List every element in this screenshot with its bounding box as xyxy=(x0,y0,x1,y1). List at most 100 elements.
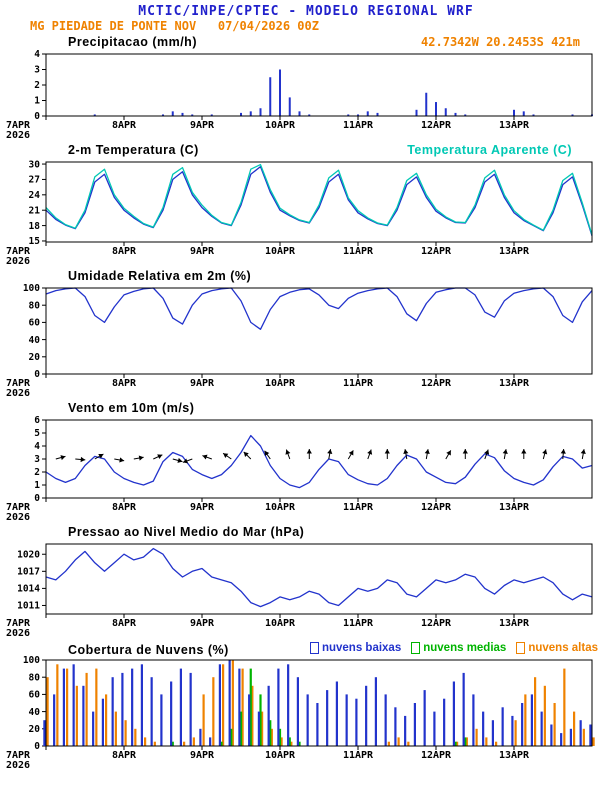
svg-text:10APR: 10APR xyxy=(265,378,296,389)
svg-text:7APR: 7APR xyxy=(6,120,31,131)
precipitation-chart: 0 1 2 3 4 7APR 2026 8APR 9APR 10APR 11APR 12APR 13AP… xyxy=(0,49,612,142)
svg-text:0: 0 xyxy=(34,369,40,380)
svg-text:0: 0 xyxy=(34,111,40,122)
svg-text:40: 40 xyxy=(29,707,41,718)
svg-text:3: 3 xyxy=(34,65,40,76)
svg-text:10APR: 10APR xyxy=(265,120,296,131)
svg-text:2026: 2026 xyxy=(6,256,30,267)
svg-text:8APR: 8APR xyxy=(112,618,137,629)
svg-text:9APR: 9APR xyxy=(190,378,215,389)
svg-text:11APR: 11APR xyxy=(343,502,374,513)
svg-text:13APR: 13APR xyxy=(499,502,530,513)
svg-text:20: 20 xyxy=(29,352,41,363)
svg-text:10APR: 10APR xyxy=(265,502,296,513)
svg-text:7APR: 7APR xyxy=(6,502,31,513)
svg-text:7APR: 7APR xyxy=(6,246,31,257)
wind-chart: 0 1 2 3 4 5 6 7APR 2026 8APR 9APR 10APR 11APR 12APR 13… xyxy=(0,415,612,524)
apparent-temperature-legend: Temperatura Aparente (C) xyxy=(407,143,572,157)
svg-text:7APR: 7APR xyxy=(6,618,31,629)
svg-text:12APR: 12APR xyxy=(421,502,452,513)
svg-text:27: 27 xyxy=(29,175,40,186)
svg-text:10APR: 10APR xyxy=(265,618,296,629)
svg-text:1017: 1017 xyxy=(17,567,40,578)
svg-text:9APR: 9APR xyxy=(190,502,215,513)
svg-text:1: 1 xyxy=(34,480,40,491)
svg-text:11APR: 11APR xyxy=(343,750,374,761)
svg-text:4: 4 xyxy=(34,441,40,452)
svg-text:100: 100 xyxy=(23,656,40,666)
svg-text:13APR: 13APR xyxy=(499,750,530,761)
humidity-chart: 0 20 40 60 80 100 7APR 2026 8APR 9APR 10APR 11APR 12… xyxy=(0,283,612,400)
svg-text:8APR: 8APR xyxy=(112,750,137,761)
svg-text:0: 0 xyxy=(34,741,40,752)
panel-wind: Vento em 10m (m/s) 0 1 2 3 4 5 6 7APR 2026 8APR 9A… xyxy=(0,400,612,524)
svg-text:2026: 2026 xyxy=(6,130,30,141)
svg-text:60: 60 xyxy=(29,690,41,701)
clouds-chart: 0 20 40 60 80 100 7APR 2026 8APR 9APR 10APR 11APR 12… xyxy=(0,655,612,772)
svg-text:12APR: 12APR xyxy=(421,246,452,257)
svg-text:2026: 2026 xyxy=(6,628,30,639)
high-clouds-swatch-icon xyxy=(516,642,526,654)
panel-title-precipitation: Precipitacao (mm/h) xyxy=(68,35,197,49)
pressure-chart: 1011 1014 1017 1020 7APR 2026 8APR 9APR 10APR 11A… xyxy=(0,540,612,640)
svg-text:0: 0 xyxy=(34,493,40,504)
model-title: MCTIC/INPE/CPTEC - MODELO REGIONAL WRF xyxy=(138,4,474,19)
svg-text:11APR: 11APR xyxy=(343,246,374,257)
svg-text:2026: 2026 xyxy=(6,760,30,771)
high-clouds-label: nuvens altas xyxy=(528,642,598,654)
panel-clouds: Cobertura de Nuvens (%) nuvens baixas nu… xyxy=(0,640,612,772)
svg-text:3: 3 xyxy=(34,454,40,465)
svg-text:8APR: 8APR xyxy=(112,120,137,131)
svg-text:11APR: 11APR xyxy=(343,378,374,389)
svg-text:100: 100 xyxy=(23,284,40,294)
svg-text:2: 2 xyxy=(34,80,40,91)
svg-text:2026: 2026 xyxy=(6,512,30,523)
low-clouds-swatch-icon xyxy=(309,642,319,654)
svg-text:20: 20 xyxy=(29,724,41,735)
svg-text:1: 1 xyxy=(34,96,40,107)
svg-text:24: 24 xyxy=(29,190,41,201)
legend-item-high-clouds: nuvens altas xyxy=(516,640,598,656)
svg-text:13APR: 13APR xyxy=(499,618,530,629)
mid-clouds-label: nuvens medias xyxy=(423,642,507,654)
svg-text:8APR: 8APR xyxy=(112,378,137,389)
svg-text:13APR: 13APR xyxy=(499,120,530,131)
svg-text:1020: 1020 xyxy=(17,549,40,560)
panel-pressure: Pressao ao Nivel Medio do Mar (hPa) 1011… xyxy=(0,524,612,640)
svg-text:11APR: 11APR xyxy=(343,120,374,131)
svg-text:15: 15 xyxy=(29,236,41,247)
svg-text:9APR: 9APR xyxy=(190,246,215,257)
svg-text:80: 80 xyxy=(29,672,41,683)
svg-text:1011: 1011 xyxy=(17,601,40,612)
svg-text:7APR: 7APR xyxy=(6,378,31,389)
svg-text:80: 80 xyxy=(29,300,41,311)
svg-text:12APR: 12APR xyxy=(421,120,452,131)
mid-clouds-swatch-icon xyxy=(411,642,421,654)
svg-text:1014: 1014 xyxy=(17,584,40,595)
panel-title-humidity: Umidade Relativa em 2m (%) xyxy=(68,269,252,283)
low-clouds-label: nuvens baixas xyxy=(321,642,402,654)
svg-text:2: 2 xyxy=(34,467,40,478)
panel-title-clouds: Cobertura de Nuvens (%) xyxy=(68,643,229,657)
svg-text:10APR: 10APR xyxy=(265,750,296,761)
svg-text:12APR: 12APR xyxy=(421,378,452,389)
panel-temperature: 2-m Temperatura (C) Temperatura Aparente… xyxy=(0,142,612,268)
panel-title-temperature: 2-m Temperatura (C) xyxy=(68,143,199,157)
svg-text:12APR: 12APR xyxy=(421,618,452,629)
panel-precipitation: Precipitacao (mm/h) 42.7342W 20.2453S 42… xyxy=(0,34,612,142)
panel-humidity: Umidade Relativa em 2m (%) 0 20 40 60 80 100 7… xyxy=(0,268,612,400)
clouds-legend: nuvens baixas nuvens medias nuvens altas xyxy=(309,640,598,656)
panel-title-wind: Vento em 10m (m/s) xyxy=(68,401,195,415)
legend-item-mid-clouds: nuvens medias xyxy=(411,640,506,656)
temperature-chart: 15 18 21 24 27 30 7APR 2026 8APR 9APR 10APR 11APR 12… xyxy=(0,158,612,268)
legend-item-low-clouds: nuvens baixas xyxy=(309,640,402,656)
svg-text:9APR: 9APR xyxy=(190,750,215,761)
svg-text:10APR: 10APR xyxy=(265,246,296,257)
station-date-line: MG PIEDADE DE PONTE NOV 07/04/2026 00Z xyxy=(30,19,319,33)
location-coords: 42.7342W 20.2453S 421m xyxy=(421,35,580,49)
svg-text:13APR: 13APR xyxy=(499,378,530,389)
panel-title-pressure: Pressao ao Nivel Medio do Mar (hPa) xyxy=(68,525,305,539)
svg-text:8APR: 8APR xyxy=(112,502,137,513)
svg-text:13APR: 13APR xyxy=(499,246,530,257)
